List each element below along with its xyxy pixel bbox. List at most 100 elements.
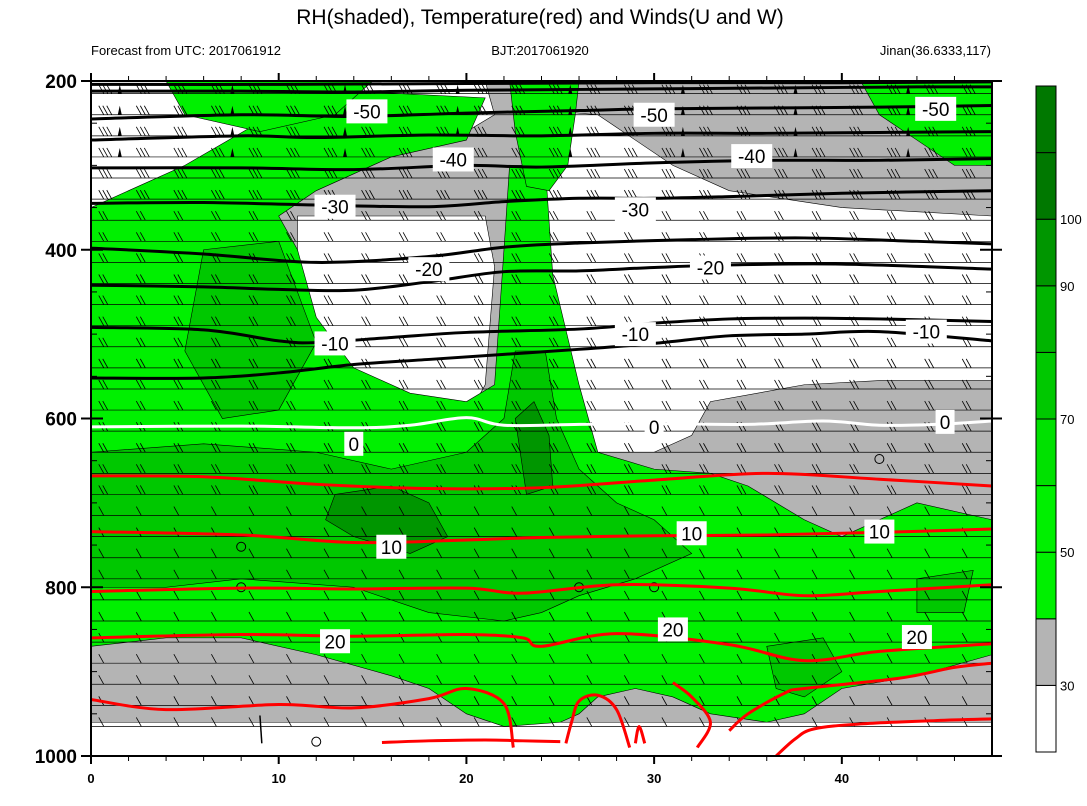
contour-label: -50 xyxy=(353,102,380,123)
wind-barb xyxy=(173,485,184,495)
wind-barb xyxy=(961,379,972,390)
wind-barb xyxy=(98,168,113,179)
wind-barb xyxy=(98,105,122,115)
wind-barb xyxy=(173,506,180,516)
wind-barb xyxy=(323,443,334,453)
wind-barb xyxy=(248,611,255,622)
wind-barb xyxy=(361,464,371,474)
wind-barb xyxy=(511,147,526,158)
wind-barb xyxy=(924,358,935,369)
wind-barb xyxy=(811,464,822,474)
wind-barb xyxy=(811,253,822,263)
wind-barb xyxy=(661,653,668,664)
wind-barb xyxy=(624,590,630,601)
contour-label: 10 xyxy=(681,524,702,545)
wind-barb xyxy=(624,717,630,727)
wind-barb xyxy=(548,316,559,326)
contour-label: -50 xyxy=(922,100,949,121)
wind-barb xyxy=(286,527,292,537)
wind-barb xyxy=(736,696,743,706)
contour-label-box xyxy=(657,617,688,642)
wind-barb xyxy=(473,400,484,411)
wind-barb xyxy=(473,675,480,685)
wind-barb xyxy=(98,189,113,200)
wind-barb xyxy=(586,717,593,727)
wind-barb xyxy=(473,653,480,664)
wind-barb xyxy=(924,295,935,305)
wind-barb xyxy=(211,147,235,158)
wind-barb xyxy=(98,464,109,474)
colorbar-segment xyxy=(1035,418,1057,487)
wind-barb xyxy=(548,232,559,242)
wind-barb xyxy=(173,379,184,390)
wind-barb xyxy=(248,443,259,453)
contour-label-box xyxy=(314,331,356,356)
wind-barb xyxy=(849,168,863,179)
temperature-contour xyxy=(91,686,515,748)
wind-barb xyxy=(511,443,522,453)
wind-barb xyxy=(548,611,555,622)
wind-barb xyxy=(736,611,743,622)
wind-barb xyxy=(886,295,897,305)
wind-barb xyxy=(211,379,221,390)
wind-barb xyxy=(586,548,593,558)
wind-barb xyxy=(436,337,446,347)
wind-barb xyxy=(774,443,784,453)
wind-barb xyxy=(924,548,931,558)
wind-barb xyxy=(961,147,976,158)
wind-barb xyxy=(248,295,259,305)
wind-barb xyxy=(436,421,446,432)
wind-barb xyxy=(699,485,709,495)
wind-barb xyxy=(736,653,743,664)
temperature-contour xyxy=(671,681,712,749)
contour-label: -10 xyxy=(321,334,348,355)
wind-barb xyxy=(286,316,296,326)
wind-barb xyxy=(398,400,409,411)
contour-label: 0 xyxy=(349,435,360,456)
temperature-contour xyxy=(91,416,992,430)
colorbar-segment xyxy=(1035,285,1057,353)
wind-barb xyxy=(511,168,526,179)
wind-barb xyxy=(436,611,442,622)
wind-barb xyxy=(661,443,672,453)
contour-label-box xyxy=(905,319,947,344)
wind-barb xyxy=(361,569,367,580)
wind-barb xyxy=(661,464,672,474)
wind-barb xyxy=(548,506,555,516)
wind-barb xyxy=(248,717,255,727)
y-tick-label: 600 xyxy=(45,410,77,431)
wind-barb xyxy=(811,675,818,685)
wind-barb xyxy=(774,675,780,685)
wind-barb xyxy=(248,274,259,284)
wind-barb xyxy=(248,569,255,580)
wind-barb xyxy=(173,253,184,263)
wind-barb xyxy=(624,696,630,706)
wind-barb xyxy=(736,590,743,601)
temperature-contour xyxy=(91,103,992,121)
wind-barb xyxy=(248,675,255,685)
wind-barb xyxy=(586,506,593,516)
contour-label-box xyxy=(633,102,675,127)
wind-barb xyxy=(548,400,559,411)
wind-barb xyxy=(436,527,442,537)
wind-barb xyxy=(98,400,109,411)
wind-barb xyxy=(661,211,672,221)
wind-barb xyxy=(886,337,897,347)
wind-barb xyxy=(248,590,255,601)
wind-barb xyxy=(473,168,488,179)
temperature-contour xyxy=(91,527,992,545)
wind-barb xyxy=(211,337,221,347)
wind-barb xyxy=(135,400,146,411)
wind-barb xyxy=(361,548,367,558)
wind-barb xyxy=(924,506,931,516)
wind-barb xyxy=(173,611,180,622)
wind-barb xyxy=(661,506,668,516)
wind-barb xyxy=(511,232,522,242)
wind-barb xyxy=(661,274,672,284)
wind-barb xyxy=(398,337,409,347)
wind-barb xyxy=(323,316,334,326)
wind-barb xyxy=(173,590,180,601)
wind-barb xyxy=(98,548,105,558)
wind-barb xyxy=(436,400,446,411)
wind-barb xyxy=(624,358,634,369)
